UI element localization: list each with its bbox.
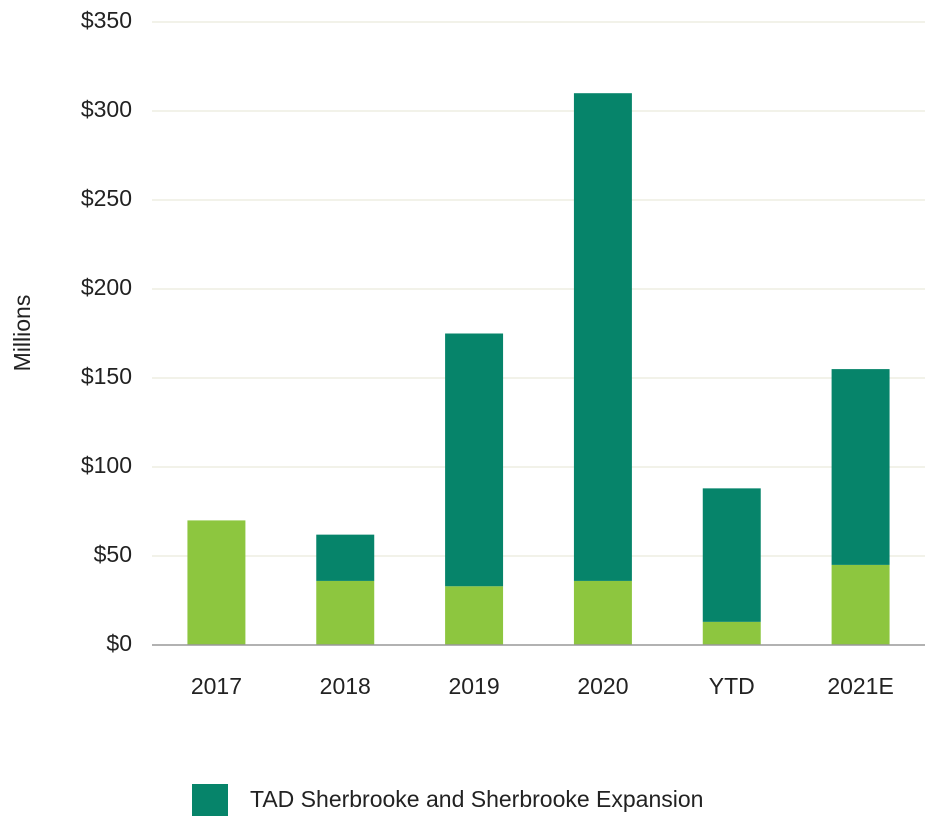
x-tick-label: 2018: [320, 673, 371, 699]
bar-segment: [831, 564, 890, 645]
y-axis-label: Millions: [9, 295, 35, 372]
bar-segment: [573, 93, 632, 581]
bar-segment: [445, 333, 504, 587]
y-tick-label: $0: [106, 630, 132, 656]
legend-swatch: [192, 784, 228, 816]
y-tick-label: $50: [94, 541, 132, 567]
x-tick-label: 2021E: [827, 673, 894, 699]
y-tick-label: $150: [81, 363, 132, 389]
bar-segment: [187, 520, 246, 645]
x-tick-label: YTD: [709, 673, 755, 699]
x-tick-label: 2020: [577, 673, 628, 699]
y-tick-label: $200: [81, 274, 132, 300]
y-tick-label: $300: [81, 96, 132, 122]
y-tick-label: $350: [81, 7, 132, 33]
legend-label: TAD Sherbrooke and Sherbrooke Expansion: [250, 786, 703, 812]
bar-segment: [831, 369, 890, 565]
x-tick-label: 2019: [448, 673, 499, 699]
y-tick-label: $100: [81, 452, 132, 478]
y-tick-label: $250: [81, 185, 132, 211]
bar-segment: [316, 580, 375, 645]
bar-segment: [445, 586, 504, 645]
bar-segment: [702, 621, 761, 645]
bar-segment: [573, 580, 632, 645]
x-tick-label: 2017: [191, 673, 242, 699]
bar-segment: [316, 534, 375, 581]
bar-segment: [702, 488, 761, 622]
